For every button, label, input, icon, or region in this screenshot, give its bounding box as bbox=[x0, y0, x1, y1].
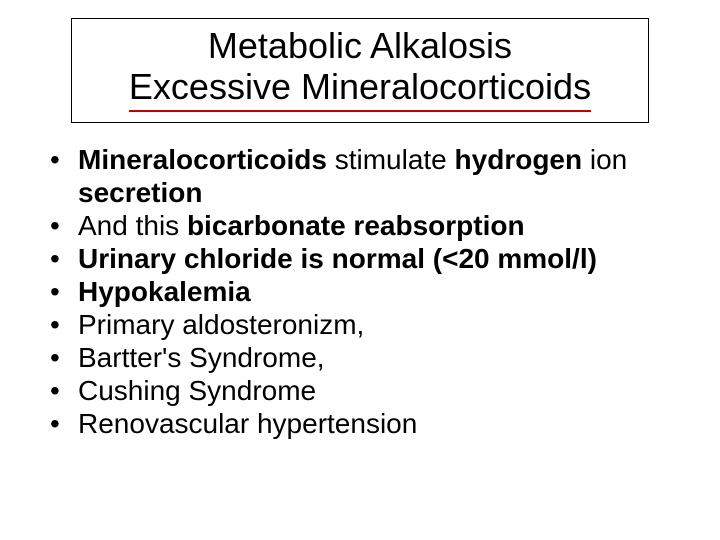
list-item: Hypokalemia bbox=[48, 275, 680, 308]
list-item: Mineralocorticoids stimulate hydrogen io… bbox=[48, 143, 680, 209]
text-run: stimulate bbox=[327, 144, 455, 175]
text-run: bicarbonate reabsorption bbox=[187, 210, 525, 241]
text-run: Urinary chloride is normal (<20 mmol/l) bbox=[78, 243, 597, 274]
title-line-1: Metabolic Alkalosis bbox=[80, 25, 640, 66]
text-run: secretion bbox=[78, 177, 203, 208]
text-run: ion bbox=[582, 144, 627, 175]
title-line-2: Excessive Mineralocorticoids bbox=[129, 66, 591, 111]
text-run: Hypokalemia bbox=[78, 276, 251, 307]
text-run: Primary aldosteronizm, bbox=[78, 309, 364, 340]
list-item: Urinary chloride is normal (<20 mmol/l) bbox=[48, 242, 680, 275]
bullet-list: Mineralocorticoids stimulate hydrogen io… bbox=[30, 143, 690, 440]
text-run: Mineralocorticoids bbox=[78, 144, 327, 175]
text-run: hydrogen bbox=[455, 144, 583, 175]
text-run: Bartter's Syndrome, bbox=[78, 342, 325, 373]
list-item: Primary aldosteronizm, bbox=[48, 308, 680, 341]
text-run: Cushing Syndrome bbox=[78, 375, 316, 406]
text-run: And this bbox=[78, 210, 187, 241]
list-item: Cushing Syndrome bbox=[48, 374, 680, 407]
title-line-2-wrap: Excessive Mineralocorticoids bbox=[80, 66, 640, 111]
list-item: Bartter's Syndrome, bbox=[48, 341, 680, 374]
list-item: Renovascular hypertension bbox=[48, 407, 680, 440]
text-run: Renovascular hypertension bbox=[78, 408, 417, 439]
list-item: And this bicarbonate reabsorption bbox=[48, 209, 680, 242]
slide: Metabolic Alkalosis Excessive Mineraloco… bbox=[0, 0, 720, 540]
title-box: Metabolic Alkalosis Excessive Mineraloco… bbox=[71, 18, 649, 123]
